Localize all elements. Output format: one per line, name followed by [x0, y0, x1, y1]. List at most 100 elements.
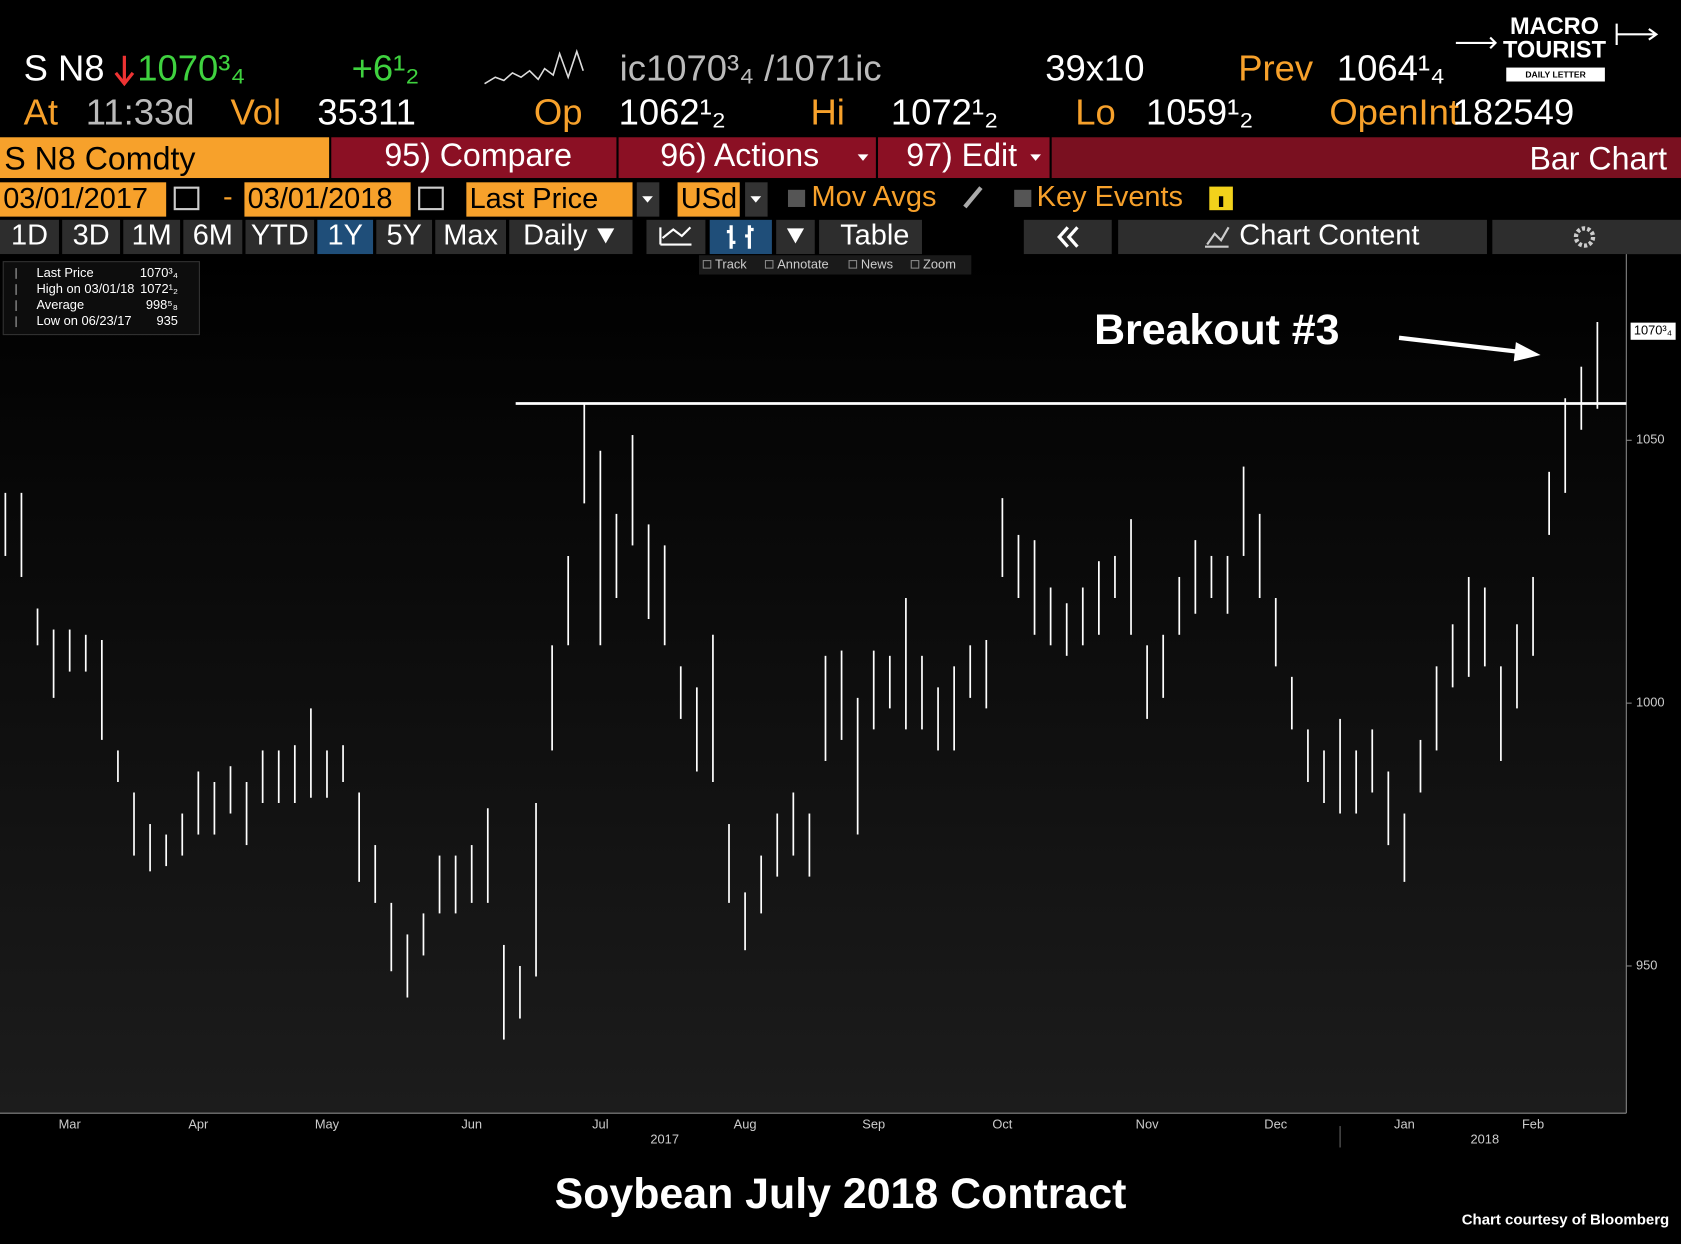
plot-area	[0, 254, 1627, 1114]
bar-chart-button[interactable]	[709, 219, 772, 255]
currency: USd	[681, 183, 737, 215]
chart-title: Soybean July 2018 Contract	[555, 1170, 1127, 1218]
tool-label: Zoom	[923, 256, 956, 271]
period-button[interactable]	[317, 219, 374, 255]
chart-content: Chart Content	[1239, 220, 1419, 252]
dropdown-arrow	[750, 196, 762, 203]
settings-button[interactable]	[1492, 219, 1681, 255]
x-tick-label: Sep	[862, 1116, 885, 1131]
frequency: Daily	[523, 220, 588, 252]
tool-icon[interactable]	[848, 260, 858, 269]
tool-icon[interactable]	[702, 260, 712, 269]
logo-text: MACRO	[1510, 13, 1599, 39]
key-events: Key Events	[1037, 181, 1183, 213]
low-label: Lo	[1075, 91, 1116, 132]
calendar-icon[interactable]	[418, 186, 444, 211]
x-group-label: 2017	[650, 1131, 679, 1146]
end-date-box[interactable]	[244, 182, 411, 217]
checkbox[interactable]	[787, 189, 806, 207]
dropdown-arrow	[642, 196, 653, 203]
table: Table	[840, 220, 909, 252]
last-price-label: 1070³₄	[1634, 323, 1672, 338]
y-tick-label: 950	[1636, 957, 1657, 972]
period-button[interactable]	[435, 219, 507, 255]
line-icon	[659, 226, 692, 246]
legend-value: 1070³₄	[140, 265, 178, 280]
info-glyph	[1218, 196, 1224, 207]
last: 1070³₄	[137, 47, 245, 88]
ticker: S N8	[24, 47, 105, 88]
period-button[interactable]	[0, 219, 59, 255]
period-button[interactable]	[183, 219, 243, 255]
axes: 950 1000 1050 Mar Apr May Jun Jul 2017 Aug Sep Oct N…	[59, 322, 1676, 1146]
tool-icon[interactable]	[764, 260, 774, 269]
toolbar: S N8 Comdty 95) Compare 96) Actions 97) …	[0, 137, 1681, 255]
logo-text: TOURIST	[1503, 37, 1607, 63]
x-tick-label: Aug	[734, 1116, 757, 1131]
tool-icon[interactable]	[910, 260, 920, 269]
compare: 95) Compare	[384, 137, 572, 173]
x-tick-label: May	[315, 1116, 340, 1131]
annotation-arrowhead	[1513, 342, 1541, 362]
size: 39x10	[1045, 47, 1144, 88]
quote-header: S N8 1070³₄ +6¹₂ ic1070³₄ /1071ic 39x10 …	[24, 13, 1659, 132]
legend	[2, 261, 200, 336]
actions: 96) Actions	[660, 137, 819, 173]
time: 11:33d	[86, 91, 195, 132]
legend-rows: Last Price 1070³₄ High on 03/01/18 1072¹₂ Av…	[15, 265, 178, 328]
checkbox[interactable]	[1014, 189, 1032, 207]
edit-button[interactable]	[878, 137, 1050, 179]
legend-value: 935	[156, 313, 177, 328]
prev-label: Prev	[1238, 47, 1314, 88]
actions-button[interactable]	[618, 137, 876, 179]
legend-name: Average	[36, 297, 84, 312]
table-button[interactable]	[819, 219, 922, 255]
high-label: Hi	[810, 91, 844, 132]
source: Chart courtesy of Bloomberg	[1462, 1211, 1669, 1228]
vol: 35311	[317, 91, 416, 132]
view-bar	[1051, 137, 1681, 179]
start-date-box[interactable]	[0, 182, 167, 217]
tool-label: Track	[715, 256, 747, 271]
period-button[interactable]	[245, 219, 315, 255]
x-tick-label: Jul	[592, 1116, 608, 1131]
dropdown-arrow	[1030, 154, 1041, 161]
logo-text: DAILY LETTER	[1525, 69, 1586, 79]
bid-ask: ic1070³₄ /1071ic	[620, 47, 882, 88]
tool-label: News	[861, 256, 893, 271]
pencil-icon[interactable]	[963, 186, 983, 209]
x-tick-label: Nov	[1136, 1116, 1159, 1131]
period-button[interactable]	[62, 219, 121, 255]
dropdown-arrow	[786, 228, 805, 244]
line-chart-button[interactable]	[646, 219, 706, 255]
legend-name: Low on 06/23/17	[36, 313, 131, 328]
x-tick-label: Jan	[1394, 1116, 1415, 1131]
compare-button[interactable]	[331, 137, 617, 179]
vol-label: Vol	[230, 91, 281, 132]
period-label: 6M	[193, 220, 233, 252]
logo: MACRO TOURIST DAILY LETTER	[1455, 13, 1659, 82]
edit: 97) Edit	[906, 137, 1017, 173]
oi: 182549	[1453, 91, 1575, 132]
period-label: Max	[443, 220, 498, 252]
change: +6¹₂	[352, 47, 420, 88]
tool-strip	[698, 255, 972, 275]
chart-content-button[interactable]	[1118, 219, 1487, 255]
security-box[interactable]	[0, 137, 330, 179]
period-button[interactable]	[376, 219, 433, 255]
x-tick-label: Oct	[992, 1116, 1012, 1131]
period-label: 5Y	[386, 220, 421, 252]
frequency-button[interactable]	[509, 219, 633, 255]
y-tick-label: 1050	[1636, 432, 1665, 447]
field-box[interactable]	[466, 182, 633, 217]
period-label: 3D	[73, 220, 110, 252]
legend-value: 1072¹₂	[140, 281, 178, 296]
last-price-box	[1630, 322, 1676, 340]
currency-box[interactable]	[677, 182, 740, 217]
view: Bar Chart	[1529, 140, 1667, 176]
calendar-icon[interactable]	[173, 186, 200, 211]
period-button[interactable]	[123, 219, 181, 255]
annotation: Breakout #3	[1094, 306, 1339, 354]
open: 1062¹₂	[619, 91, 726, 132]
